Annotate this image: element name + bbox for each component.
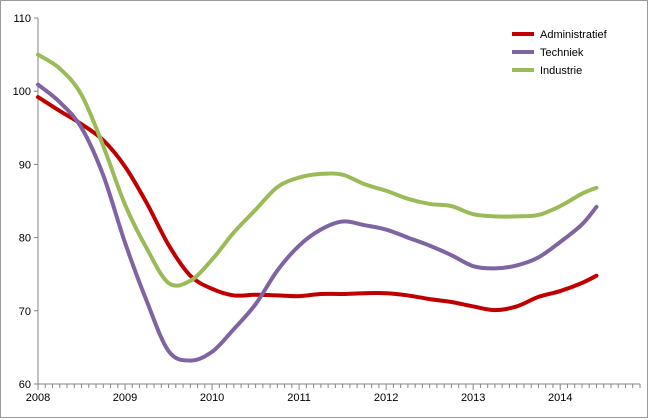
x-tick-label: 2012 xyxy=(374,392,398,404)
x-tick-label: 2009 xyxy=(113,392,137,404)
x-tick-label: 2010 xyxy=(200,392,224,404)
y-tick-label: 100 xyxy=(13,86,31,98)
legend: Administratief Techniek Industrie xyxy=(512,29,608,77)
series-line-administratief xyxy=(36,95,599,313)
series-group xyxy=(36,52,599,363)
axes: 60 70 80 90 100 110 2008 2009 2010 2011 2012 2013 20… xyxy=(13,13,641,404)
y-tick-label: 90 xyxy=(19,159,31,171)
x-tick-label: 2013 xyxy=(461,392,485,404)
x-tick-label: 2011 xyxy=(287,392,311,404)
legend-label-industrie: Industrie xyxy=(540,65,582,77)
x-tick-label: 2014 xyxy=(548,392,572,404)
legend-label-administratief: Administratief xyxy=(540,29,608,41)
y-tick-label: 80 xyxy=(19,233,31,245)
y-tick-label: 110 xyxy=(13,13,31,25)
y-tick-label: 60 xyxy=(19,379,31,391)
y-tick-label: 70 xyxy=(19,306,31,318)
series-line-industrie xyxy=(36,52,599,288)
x-tick-label: 2008 xyxy=(26,392,50,404)
series-line-techniek xyxy=(36,82,599,363)
legend-label-techniek: Techniek xyxy=(540,47,584,59)
